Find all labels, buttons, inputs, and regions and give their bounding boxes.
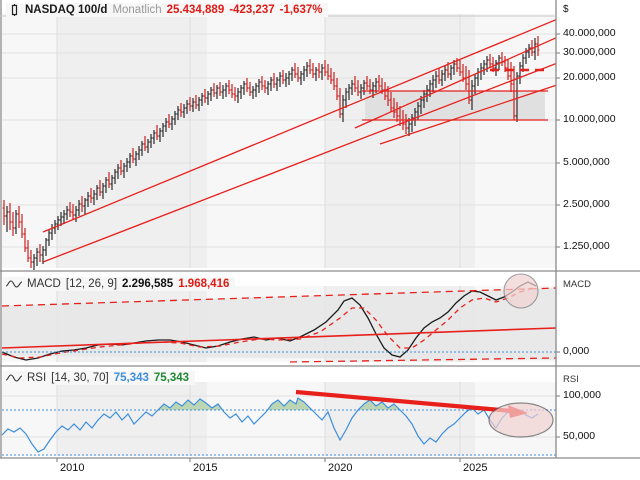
rsi-axis-tick-label: 50,000 xyxy=(563,430,596,442)
x-axis-tick-label: 2020 xyxy=(328,462,353,474)
channel-lower-line[interactable] xyxy=(42,62,560,263)
price-axis-tick-label: 1.250,000 xyxy=(563,240,610,252)
macd-channel-upper xyxy=(1,287,557,307)
rsi-axis-name: RSI xyxy=(563,374,579,385)
rsi-indicator-name: RSI xyxy=(27,372,47,384)
macd-channel-lower xyxy=(289,357,557,363)
chart-time-band xyxy=(57,14,207,268)
instrument-symbol: NASDAQ 100/d xyxy=(25,4,108,16)
x-axis-tick-label: 2025 xyxy=(463,462,488,474)
macd-trendline xyxy=(1,327,557,349)
channel-upper-line[interactable] xyxy=(42,18,560,233)
price-axis-tick-label: 20.000,000 xyxy=(563,71,616,83)
macd-indicator-name: MACD xyxy=(27,278,61,290)
instrument-period: Monatlich xyxy=(112,4,162,16)
consolidation-zone xyxy=(365,91,545,120)
rsi-line xyxy=(1,397,539,453)
price-change: -423,237 xyxy=(229,4,275,16)
wave-icon xyxy=(6,279,22,289)
rsi-value-2: 75,343 xyxy=(153,372,190,384)
rsi-highlight-ellipse[interactable] xyxy=(488,402,554,438)
price-panel-header[interactable]: NASDAQ 100/d Monatlich 25.434,889 -423,2… xyxy=(6,3,329,17)
price-change-percent: -1,637% xyxy=(279,4,323,16)
rsi-value-1: 75,343 xyxy=(113,372,149,384)
instrument-icon xyxy=(9,4,20,16)
x-axis-tick-label: 2015 xyxy=(193,462,218,474)
price-axis-tick-label: 5.000,000 xyxy=(563,156,610,168)
macd-value-1: 2.296,585 xyxy=(122,278,174,290)
rsi-axis-tick-label: 100,000 xyxy=(563,389,601,401)
price-axis-tick-label: 10.000,000 xyxy=(563,113,616,125)
macd-params: [12, 26, 9] xyxy=(65,278,118,290)
chart-time-band xyxy=(57,382,207,456)
macd-axis-tick-label: 0,000 xyxy=(563,345,590,357)
last-price: 25.434,889 xyxy=(166,4,225,16)
wave-icon xyxy=(6,373,22,383)
price-axis-tick-label: 2.500,000 xyxy=(563,198,610,210)
price-axis-tick-label: 30.000,000 xyxy=(563,46,616,58)
macd-signal-line xyxy=(1,287,533,359)
chart-time-band xyxy=(325,14,475,268)
rsi-panel-header[interactable]: RSI [14, 30, 70] 75,343 75,343 xyxy=(3,371,196,385)
rsi-params: [14, 30, 70] xyxy=(51,372,109,384)
macd-highlight-circle[interactable] xyxy=(503,273,539,309)
price-axis-tick-label: 40.000,000 xyxy=(563,27,616,39)
x-axis-tick-label: 2010 xyxy=(60,462,85,474)
price-annotations xyxy=(42,18,560,263)
macd-value-2: 1.968,416 xyxy=(178,278,230,290)
chart-time-band xyxy=(325,382,475,456)
macd-axis-name: MACD xyxy=(563,279,591,290)
inner-upper-line[interactable] xyxy=(354,36,560,129)
price-axis-unit: $ xyxy=(563,4,569,15)
inner-lower-line[interactable] xyxy=(379,84,560,145)
macd-panel-header[interactable]: MACD [12, 26, 9] 2.296,585 1.968,416 xyxy=(3,277,236,291)
rsi-divergence-arrow-shaft[interactable] xyxy=(295,389,513,414)
